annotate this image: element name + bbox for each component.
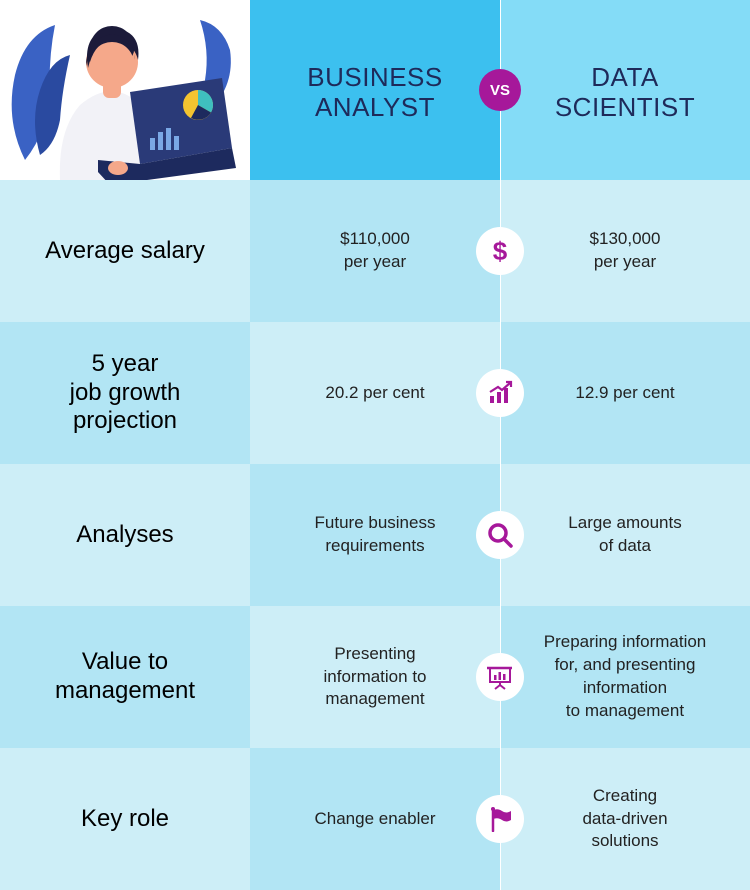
growth-icon — [476, 369, 524, 417]
analyst-illustration — [0, 0, 250, 180]
screen-pie-chart — [183, 90, 213, 120]
header-title-2: DATA SCIENTIST — [555, 63, 695, 123]
row-value-analyst: Future business requirements — [250, 464, 500, 606]
row-value-scientist: Preparing information for, and presentin… — [500, 606, 750, 748]
row-value-scientist: $130,000 per year — [500, 180, 750, 322]
comparison-row: Key roleChange enablerCreating data-driv… — [0, 748, 750, 890]
header-title-1: BUSINESS ANALYST — [307, 63, 443, 123]
vs-label: VS — [490, 82, 510, 99]
presentation-icon — [476, 653, 524, 701]
dollar-icon — [476, 227, 524, 275]
header-col-data-scientist: DATA SCIENTIST — [500, 0, 750, 185]
vs-badge: VS — [479, 69, 521, 111]
comparison-row: 5 year job growth projection20.2 per cen… — [0, 322, 750, 464]
row-label: Value to management — [0, 606, 250, 748]
row-label: Average salary — [0, 180, 250, 322]
illustration-cell — [0, 0, 250, 185]
row-label: Analyses — [0, 464, 250, 606]
comparison-infographic: BUSINESS ANALYST DATA SCIENTIST VS Avera… — [0, 0, 750, 890]
row-value-scientist: 12.9 per cent — [500, 322, 750, 464]
row-value-analyst: 20.2 per cent — [250, 322, 500, 464]
row-value-analyst: Presenting information to management — [250, 606, 500, 748]
search-icon — [476, 511, 524, 559]
row-value-analyst: $110,000 per year — [250, 180, 500, 322]
row-value-scientist: Creating data-driven solutions — [500, 748, 750, 890]
comparison-row: Value to managementPresenting informatio… — [0, 606, 750, 748]
row-value-analyst: Change enabler — [250, 748, 500, 890]
rows-container: Average salary$110,000 per year$130,000 … — [0, 180, 750, 890]
row-label: 5 year job growth projection — [0, 322, 250, 464]
comparison-row: AnalysesFuture business requirementsLarg… — [0, 464, 750, 606]
person-hand — [108, 161, 128, 175]
row-label: Key role — [0, 748, 250, 890]
header-row: BUSINESS ANALYST DATA SCIENTIST VS — [0, 0, 750, 180]
header-col-business-analyst: BUSINESS ANALYST — [250, 0, 500, 185]
comparison-row: Average salary$110,000 per year$130,000 … — [0, 180, 750, 322]
row-value-scientist: Large amounts of data — [500, 464, 750, 606]
flag-icon — [476, 795, 524, 843]
